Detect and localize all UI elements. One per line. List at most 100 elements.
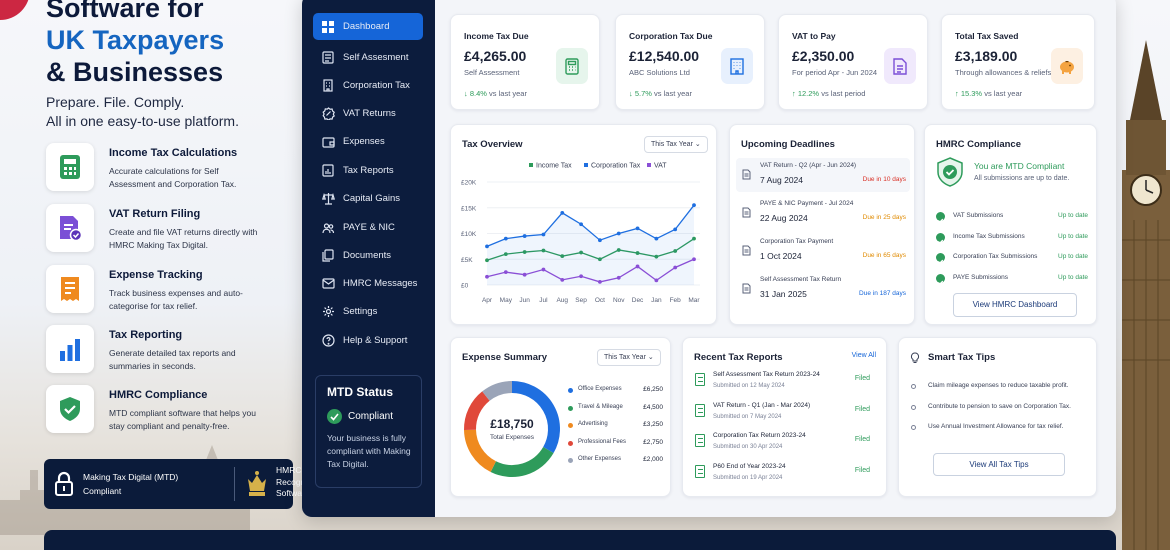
percent-badge-icon	[321, 107, 335, 121]
report-icon	[321, 164, 335, 178]
kpi-card-tax-saved[interactable]: Total Tax Saved £3,189.00 Through allowa…	[941, 14, 1095, 110]
kpi-change-compare: vs last year	[654, 89, 692, 98]
deadline-item[interactable]: Self Assessment Tax Return 31 Jan 2025 Due…	[736, 272, 910, 306]
tip-bullet-icon	[911, 384, 916, 389]
feature-title: HMRC Compliance	[109, 389, 208, 401]
expense-title: Expense Summary	[462, 352, 548, 363]
reports-title: Recent Tax Reports	[694, 352, 783, 363]
report-name: P60 End of Year 2023-24	[713, 462, 786, 470]
donut-slice	[464, 391, 490, 431]
feature-tax-reporting: Tax Reporting Generate detailed tax repo…	[46, 325, 296, 377]
report-document-icon	[695, 373, 705, 386]
hero-title-line-2: UK Taxpayers	[46, 25, 225, 55]
compliance-item: PAYE Submissions Up to date	[936, 272, 1088, 286]
feature-desc: Generate detailed tax reports and summar…	[109, 348, 236, 371]
kpi-card-vat[interactable]: VAT to Pay £2,350.00 For period Apr - Ju…	[778, 14, 928, 110]
hmrc-badge-line-2: Recognised	[276, 476, 321, 487]
data-point	[692, 257, 696, 262]
bar-chart-icon	[46, 325, 94, 373]
report-document-icon	[695, 403, 705, 417]
expense-legend-label: Travel & Mileage	[578, 403, 623, 410]
series-line	[486, 258, 695, 283]
sidebar-item-corporation-tax[interactable]: Corporation Tax	[313, 72, 423, 99]
expense-donut-chart	[464, 381, 560, 477]
sidebar-item-paye-nic[interactable]: PAYE & NIC	[313, 214, 423, 241]
x-tick-label: Jun	[519, 297, 530, 304]
sidebar-item-label: Help & Support	[343, 335, 408, 346]
sidebar-item-vat-returns[interactable]: VAT Returns	[313, 100, 423, 127]
lightbulb-icon	[910, 351, 920, 369]
y-tick-label: £15K	[461, 205, 477, 212]
sidebar-item-label: Settings	[343, 306, 378, 317]
data-point	[485, 258, 489, 263]
bottom-feature-bar	[44, 530, 1116, 550]
deadline-due: Due in 187 days	[859, 290, 906, 297]
sidebar-item-tax-reports[interactable]: Tax Reports	[313, 157, 423, 184]
compliance-item: Income Tax Submissions Up to date	[936, 231, 1088, 245]
sidebar-item-hmrc-messages[interactable]: HMRC Messages	[313, 270, 423, 297]
sidebar-item-label: Expenses	[343, 136, 385, 147]
sidebar-item-label: HMRC Messages	[343, 278, 418, 289]
padlock-icon	[55, 471, 73, 496]
feature-vat-return: VAT Return Filing Create and file VAT re…	[46, 204, 296, 256]
kpi-value: £3,189.00	[955, 48, 1018, 64]
report-state: Filed	[854, 375, 870, 382]
sidebar-item-help-support[interactable]: Help & Support	[313, 327, 423, 354]
sidebar-item-dashboard[interactable]: Dashboard	[313, 13, 423, 40]
deadline-item[interactable]: Corporation Tax Payment 1 Oct 2024 Due in …	[736, 234, 910, 268]
data-point	[579, 274, 583, 279]
tip-bullet-icon	[911, 425, 916, 430]
data-point	[616, 231, 621, 236]
compliance-item-state: Up to date	[1058, 232, 1088, 240]
feature-hmrc-compliance: HMRC Compliance MTD compliant software t…	[46, 385, 296, 437]
deadline-item[interactable]: PAYE & NIC Payment - Jul 2024 22 Aug 2024…	[736, 196, 910, 230]
view-all-tips-button[interactable]: View All Tax Tips	[933, 453, 1065, 476]
kpi-card-corporation-tax[interactable]: Corporation Tax Due £12,540.00 ABC Solut…	[615, 14, 765, 110]
report-item[interactable]: VAT Return - Q1 (Jan - Mar 2024) Submitte…	[692, 400, 880, 426]
sidebar-item-capital-gains[interactable]: Capital Gains	[313, 185, 423, 212]
report-state: Filed	[854, 436, 870, 443]
data-point	[635, 264, 640, 269]
expense-period-select[interactable]: This Tax Year ⌄	[597, 349, 661, 366]
shield-check-icon	[936, 157, 964, 187]
kpi-card-income-tax[interactable]: Income Tax Due £4,265.00 Self Assessment…	[450, 14, 600, 110]
report-item[interactable]: P60 End of Year 2023-24 Submitted on 19 A…	[692, 461, 880, 487]
report-name: Corporation Tax Return 2023-24	[713, 432, 806, 439]
x-tick-label: Sep	[575, 297, 587, 304]
tip-item: Use Annual Investment Allowance for tax …	[911, 423, 1094, 435]
sidebar-item-documents[interactable]: Documents	[313, 242, 423, 269]
form-icon	[321, 51, 335, 65]
deadline-item[interactable]: VAT Return - Q2 (Apr - Jun 2024) 7 Aug 20…	[736, 158, 910, 192]
sidebar-item-self-assessment[interactable]: Self Assesment	[313, 44, 423, 71]
report-state: Filed	[854, 405, 870, 413]
document-icon	[742, 243, 751, 261]
expense-legend-amount: £4,500	[643, 403, 663, 411]
kpi-change-value: ↑ 15.3%	[955, 89, 983, 98]
kpi-change-compare: vs last year	[984, 89, 1023, 98]
people-icon	[321, 221, 335, 235]
feature-title: Expense Tracking	[109, 269, 203, 281]
kpi-change: ↑ 12.2% vs last period	[792, 89, 865, 98]
view-all-reports-link[interactable]: View All	[851, 352, 876, 359]
x-tick-label: Mar	[688, 297, 700, 304]
check-circle-icon	[936, 273, 945, 285]
report-document-icon	[695, 464, 705, 478]
y-tick-label: £10K	[461, 231, 477, 238]
hero-title: Software for UK Taxpayers & Businesses	[46, 0, 306, 88]
shield-check-icon	[46, 385, 94, 433]
compliance-item-state: Up to date	[1058, 273, 1088, 281]
document-icon	[884, 48, 916, 84]
report-item[interactable]: Self Assessment Tax Return 2023-24 Submit…	[692, 369, 880, 395]
view-hmrc-dashboard-button[interactable]: View HMRC Dashboard	[953, 293, 1077, 317]
sidebar-item-expenses[interactable]: Expenses	[313, 128, 423, 155]
legend-dot	[568, 440, 573, 446]
report-item[interactable]: Corporation Tax Return 2023-24 Submitted …	[692, 430, 880, 456]
deadline-name: VAT Return - Q2 (Apr - Jun 2024)	[760, 162, 857, 169]
expense-legend-item: Travel & Mileage £4,500	[568, 403, 663, 415]
chevron-down-icon: ⌄	[694, 141, 701, 148]
feature-title: Tax Reporting	[109, 329, 183, 341]
tax-overview-period-select[interactable]: This Tax Year ⌄	[644, 136, 708, 153]
data-point	[485, 274, 489, 279]
sidebar-item-settings[interactable]: Settings	[313, 298, 423, 325]
badge-divider	[234, 467, 235, 501]
